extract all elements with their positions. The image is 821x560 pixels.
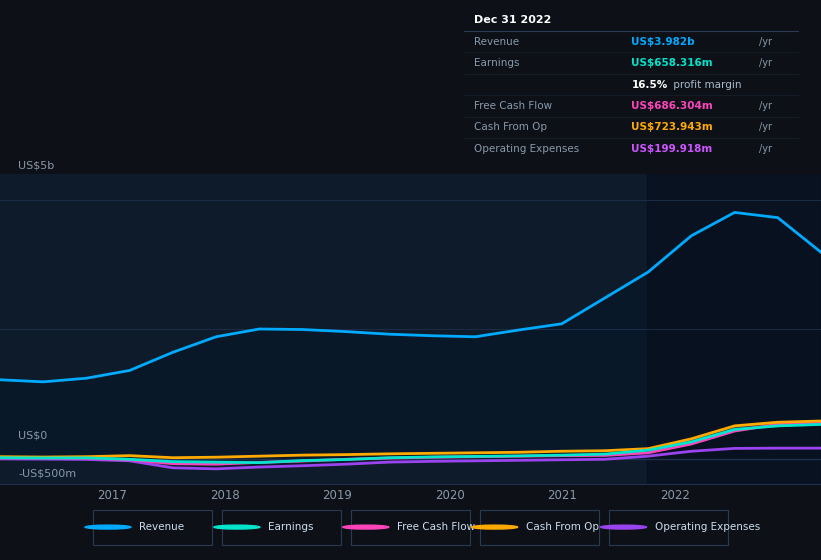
Text: -US$500m: -US$500m xyxy=(18,468,76,478)
Text: Earnings: Earnings xyxy=(268,522,314,532)
Text: US$686.304m: US$686.304m xyxy=(631,101,713,111)
Text: US$723.943m: US$723.943m xyxy=(631,123,713,133)
FancyBboxPatch shape xyxy=(351,510,470,544)
Text: /yr: /yr xyxy=(759,144,772,154)
Text: Operating Expenses: Operating Expenses xyxy=(474,144,579,154)
Text: /yr: /yr xyxy=(759,36,772,46)
Text: US$658.316m: US$658.316m xyxy=(631,58,713,68)
Text: US$3.982b: US$3.982b xyxy=(631,36,695,46)
FancyBboxPatch shape xyxy=(609,510,728,544)
Text: US$199.918m: US$199.918m xyxy=(631,144,713,154)
Text: Free Cash Flow: Free Cash Flow xyxy=(474,101,552,111)
Circle shape xyxy=(601,525,647,529)
Text: /yr: /yr xyxy=(759,58,772,68)
Text: /yr: /yr xyxy=(759,101,772,111)
Circle shape xyxy=(85,525,131,529)
Text: Dec 31 2022: Dec 31 2022 xyxy=(474,15,551,25)
Text: 16.5%: 16.5% xyxy=(631,80,667,90)
Text: Free Cash Flow: Free Cash Flow xyxy=(397,522,475,532)
FancyBboxPatch shape xyxy=(222,510,342,544)
Text: Earnings: Earnings xyxy=(474,58,520,68)
Text: US$0: US$0 xyxy=(18,431,48,441)
Circle shape xyxy=(472,525,518,529)
Circle shape xyxy=(213,525,260,529)
Text: US$5b: US$5b xyxy=(18,160,54,170)
Text: Cash From Op: Cash From Op xyxy=(526,522,599,532)
Text: Revenue: Revenue xyxy=(474,36,519,46)
Text: profit margin: profit margin xyxy=(670,80,741,90)
Bar xyxy=(647,174,821,484)
Text: Revenue: Revenue xyxy=(140,522,184,532)
Text: /yr: /yr xyxy=(759,123,772,133)
FancyBboxPatch shape xyxy=(94,510,212,544)
Text: Cash From Op: Cash From Op xyxy=(474,123,547,133)
Text: Operating Expenses: Operating Expenses xyxy=(655,522,760,532)
FancyBboxPatch shape xyxy=(479,510,599,544)
Circle shape xyxy=(343,525,389,529)
